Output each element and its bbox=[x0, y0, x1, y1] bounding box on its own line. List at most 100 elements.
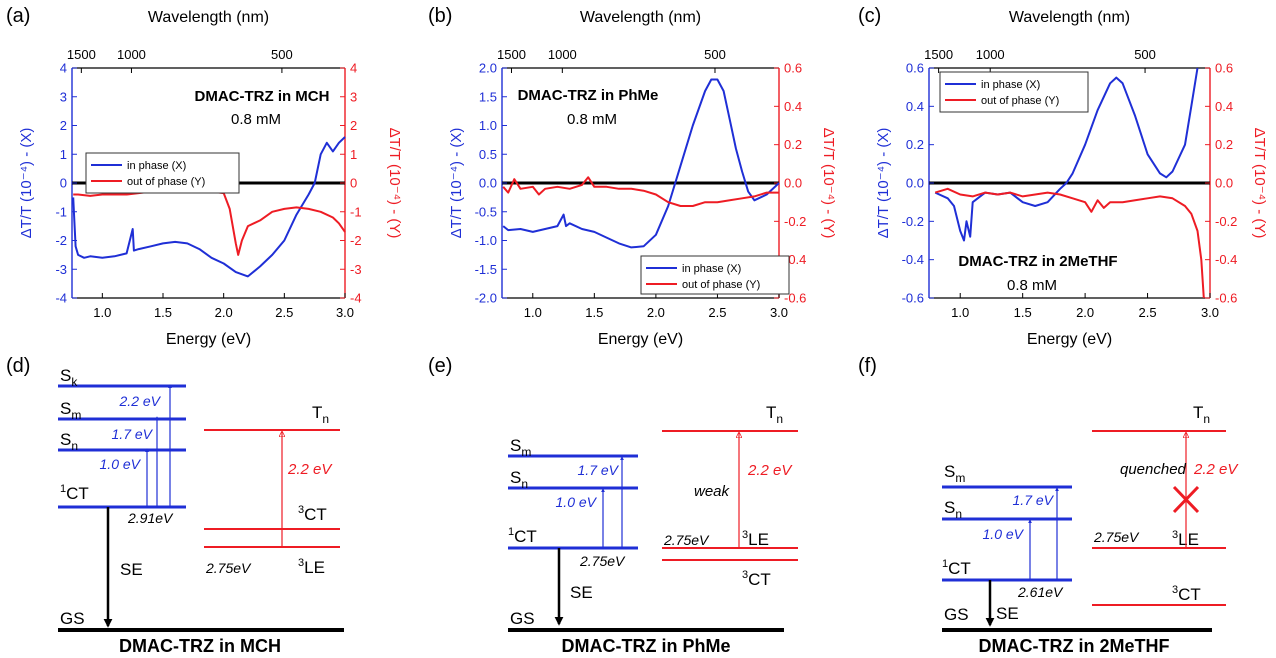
diagram-caption: DMAC-TRZ in 2MeTHF bbox=[979, 636, 1170, 656]
level-name: LE bbox=[1178, 530, 1199, 549]
y-right-tick-label: -0.2 bbox=[784, 214, 806, 229]
legend: in phase (X) out of phase (Y) bbox=[940, 72, 1088, 112]
energy-label: 2.61eV bbox=[1017, 584, 1064, 600]
level-name: T bbox=[312, 403, 322, 422]
y-left-tick-label: 0 bbox=[60, 176, 67, 191]
level-label: Tn bbox=[766, 403, 783, 426]
y-left-tick-label: 1.0 bbox=[479, 118, 497, 133]
level-name: T bbox=[1193, 403, 1203, 422]
level-name: GS bbox=[510, 609, 535, 628]
level-label: GS bbox=[944, 605, 969, 624]
energy-label: 2.75eV bbox=[579, 553, 626, 569]
y-left-tick-label: 2.0 bbox=[479, 61, 497, 76]
diagram-caption: DMAC-TRZ in PhMe bbox=[562, 636, 731, 656]
y-left-tick-label: 0.2 bbox=[906, 137, 924, 152]
panel-label: (f) bbox=[858, 355, 877, 377]
level-label: GS bbox=[510, 609, 535, 628]
level-name: S bbox=[60, 399, 71, 418]
emission-label: SE bbox=[570, 583, 593, 602]
y-right-tick-label: -1 bbox=[350, 204, 362, 219]
level-name: S bbox=[510, 436, 521, 455]
y-right-axis-title: ΔT/T (10⁻⁴) - (Y) bbox=[820, 128, 837, 239]
level-sub: n bbox=[71, 439, 78, 453]
level-label: 1CT bbox=[942, 558, 971, 578]
top-axis-title: Wavelength (nm) bbox=[1009, 9, 1130, 26]
transition-label: 2.2 eV bbox=[119, 393, 162, 409]
transition-label: 1.0 eV bbox=[100, 456, 142, 472]
top-tick-label: 500 bbox=[1134, 47, 1156, 62]
y-right-tick-label: 0.0 bbox=[784, 176, 802, 191]
y-right-tick-label: 1 bbox=[350, 147, 357, 162]
level-name: CT bbox=[514, 527, 537, 546]
level-sub: m bbox=[955, 471, 965, 485]
transition-label: 1.7 eV bbox=[578, 462, 620, 478]
emission-label: SE bbox=[996, 604, 1019, 623]
y-right-tick-label: -2 bbox=[350, 233, 362, 248]
level-sub: n bbox=[322, 412, 329, 426]
diagram-panel-e: (e)SmSn1CT1.7 eV1.0 eV2.75eVSEGSTn3LE3CT… bbox=[428, 355, 798, 656]
transition-label: 1.0 eV bbox=[983, 526, 1025, 542]
x-tick-label: 1.5 bbox=[1014, 305, 1032, 320]
y-left-tick-label: 0.5 bbox=[479, 147, 497, 162]
legend-label: in phase (X) bbox=[981, 79, 1040, 91]
level-name: S bbox=[944, 498, 955, 517]
energy-label: 2.75eV bbox=[1093, 529, 1140, 545]
transition-label: 2.2 eV bbox=[287, 461, 333, 478]
top-axis-title: Wavelength (nm) bbox=[580, 9, 701, 26]
y-right-tick-label: -0.2 bbox=[1215, 214, 1237, 229]
y-left-tick-label: 0.0 bbox=[479, 176, 497, 191]
level-name: CT bbox=[948, 559, 971, 578]
chart-panel-2: (c)1.0 1.5 2.0 2.5 3.01500 1000 5000.60.40.20.… bbox=[858, 5, 1268, 348]
x-tick-label: 3.0 bbox=[336, 305, 354, 320]
concentration-label: 0.8 mM bbox=[567, 111, 617, 128]
level-label: Tn bbox=[1193, 403, 1210, 426]
y-left-tick-label: 1.5 bbox=[479, 89, 497, 104]
y-left-tick-label: -0.5 bbox=[475, 204, 497, 219]
legend-label: out of phase (Y) bbox=[127, 176, 205, 188]
x-axis-title: Energy (eV) bbox=[166, 331, 251, 348]
level-sub: m bbox=[521, 445, 531, 459]
y-right-tick-label: 0 bbox=[350, 176, 357, 191]
y-right-tick-label: 0.4 bbox=[784, 99, 802, 114]
x-tick-label: 2.5 bbox=[275, 305, 293, 320]
transition-label: 1.7 eV bbox=[1013, 492, 1055, 508]
y-right-tick-label: -0.6 bbox=[1215, 291, 1237, 306]
y-right-tick-label: 0.2 bbox=[1215, 137, 1233, 152]
panel-label: (a) bbox=[6, 5, 30, 27]
x-tick-label: 2.0 bbox=[647, 305, 665, 320]
legend: in phase (X) out of phase (Y) bbox=[641, 256, 789, 294]
transition-label: 1.7 eV bbox=[112, 426, 154, 442]
y-right-axis-title: ΔT/T (10⁻⁴) - (Y) bbox=[1251, 128, 1268, 239]
top-tick-label: 1000 bbox=[976, 47, 1005, 62]
energy-label: 2.91eV bbox=[127, 510, 174, 526]
x-axis-title: Energy (eV) bbox=[1027, 331, 1112, 348]
note-label: weak bbox=[694, 483, 731, 500]
diagram-caption: DMAC-TRZ in MCH bbox=[119, 636, 281, 656]
y-left-tick-label: 4 bbox=[60, 61, 67, 76]
series-line-in-phase bbox=[503, 80, 779, 248]
y-right-tick-label: 0.4 bbox=[1215, 99, 1233, 114]
y-right-tick-label: 3 bbox=[350, 89, 357, 104]
y-left-tick-label: 0.0 bbox=[906, 176, 924, 191]
y-right-tick-label: 0.0 bbox=[1215, 176, 1233, 191]
level-label: GS bbox=[60, 609, 85, 628]
sample-annotation: DMAC-TRZ in PhMe bbox=[518, 87, 659, 104]
x-tick-label: 1.0 bbox=[524, 305, 542, 320]
y-left-tick-label: 3 bbox=[60, 89, 67, 104]
y-left-tick-label: -0.4 bbox=[902, 252, 924, 267]
level-label: 1CT bbox=[60, 483, 89, 503]
y-left-tick-label: -1.0 bbox=[475, 233, 497, 248]
y-right-tick-label: -3 bbox=[350, 262, 362, 277]
sample-annotation: DMAC-TRZ in 2MeTHF bbox=[958, 253, 1117, 270]
top-tick-label: 1500 bbox=[497, 47, 526, 62]
level-sub: m bbox=[71, 408, 81, 422]
y-right-tick-label: -0.4 bbox=[1215, 252, 1237, 267]
level-label: Sm bbox=[944, 462, 965, 485]
chart-panel-1: (b)1.0 1.5 2.0 2.5 3.01500 1000 5002.01.51.00.… bbox=[428, 5, 837, 348]
x-tick-label: 1.5 bbox=[154, 305, 172, 320]
level-name: LE bbox=[304, 558, 325, 577]
